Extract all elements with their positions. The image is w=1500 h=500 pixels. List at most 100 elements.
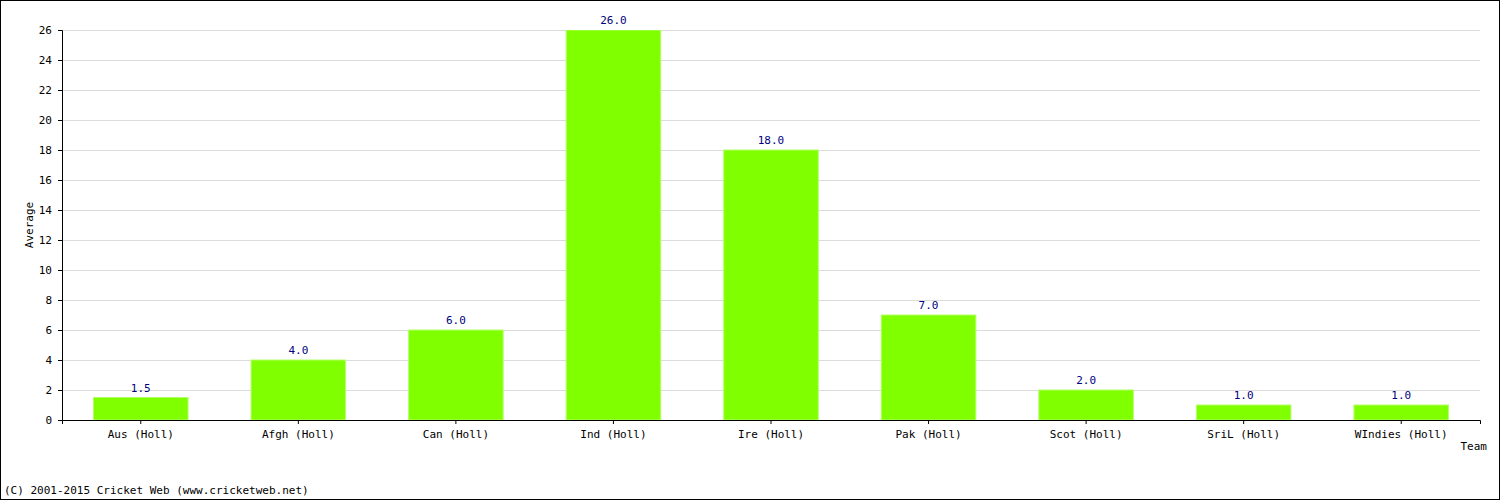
x-tick: Can (Holl) [423,420,489,441]
y-tick-label: 6 [45,324,52,337]
annotation: (C) 2001-2015 Cricket Web (www.cricketwe… [4,484,309,497]
y-axis: 02468101214161820222426 [39,24,63,427]
bars [94,30,1449,420]
x-tick-label: SriL (Holl) [1207,428,1280,441]
y-tick: 20 [39,114,62,127]
x-axis: Aus (Holl) Afgh (Holl) Can (Holl) Ind (Holl… [63,420,1481,441]
data-label: 2.0 [1076,374,1096,387]
x-tick-mark [455,420,456,424]
y-tick: 16 [39,174,62,187]
x-tick-mark [1243,420,1244,424]
x-tick-mark [928,420,929,424]
y-tick-label: 0 [45,414,52,427]
data-label: 6.0 [446,314,466,327]
y-tick-mark [58,300,62,301]
y-tick: 10 [39,264,62,277]
y-tick: 24 [39,54,62,67]
y-tick-label: 8 [45,294,52,307]
bar [1196,405,1291,420]
x-tick-label: Pak (Holl) [895,428,961,441]
x-tick-label: Ire (Holl) [738,428,804,441]
y-tick: 18 [39,144,62,157]
data-label: 18.0 [758,134,785,147]
y-tick: 14 [39,204,62,217]
x-tick-mark [298,420,299,424]
grid-line [62,120,1480,121]
grid-line [62,30,1480,31]
y-tick: 6 [45,324,62,337]
y-tick: 22 [39,84,62,97]
data-label: 7.0 [919,299,939,312]
x-tick-mark [613,420,614,424]
x-tick: Ind (Holl) [580,420,646,441]
annotations: (C) 2001-2015 Cricket Web (www.cricketwe… [4,484,309,497]
y-tick-mark [58,240,62,241]
y-tick-label: 16 [39,174,52,187]
y-tick-label: 22 [39,84,52,97]
bar [251,360,346,420]
y-tick-label: 14 [39,204,53,217]
bar [409,330,504,420]
y-tick-label: 12 [39,234,52,247]
x-axis-line [63,421,1481,425]
x-tick-label: Aus (Holl) [108,428,174,441]
bar [881,315,976,420]
x-tick-mark [1086,420,1087,424]
y-tick-mark [58,60,62,61]
x-tick: Pak (Holl) [895,420,961,441]
chart: 1.54.06.026.018.07.02.01.01.002468101214… [0,0,1500,500]
data-labels: 1.5 4.0 6.0 26.0 18.0 7.0 2.0 1.0 1.0 [131,14,1411,402]
y-axis-line [58,31,63,421]
bar [94,398,189,421]
y-tick-label: 24 [39,54,53,67]
x-tick-mark [140,420,141,424]
bar [1039,390,1134,420]
y-tick-label: 20 [39,114,52,127]
bar [724,150,819,420]
y-tick-mark [58,210,62,211]
frame [1,1,1500,500]
grid-line [62,60,1480,61]
x-tick-mark [1401,420,1402,424]
x-tick: Afgh (Holl) [262,420,335,441]
grid-line [62,90,1480,91]
y-tick-mark [58,180,62,181]
x-tick-label: Scot (Holl) [1050,428,1123,441]
x-tick-label: Ind (Holl) [580,428,646,441]
data-label: 4.0 [288,344,308,357]
y-tick: 4 [45,354,62,367]
x-tick-label: Can (Holl) [423,428,489,441]
y-tick-label: 18 [39,144,52,157]
x-tick: Aus (Holl) [108,420,174,441]
y-axis-title: Average [23,202,36,248]
y-tick-label: 2 [45,384,52,397]
y-tick-mark [58,120,62,121]
data-label: 26.0 [600,14,627,27]
y-tick-mark [58,420,62,421]
y-tick-label: 4 [45,354,52,367]
y-tick-mark [58,270,62,271]
y-tick-mark [58,360,62,361]
x-tick-mark [771,420,772,424]
x-tick: Scot (Holl) [1050,420,1123,441]
bar [1354,405,1449,420]
y-tick-label: 26 [39,24,52,37]
y-tick: 8 [45,294,62,307]
x-tick: Ire (Holl) [738,420,804,441]
y-tick-mark [58,330,62,331]
y-tick-mark [58,150,62,151]
grid [62,31,1480,421]
y-tick-mark [58,30,62,31]
x-tick-label: WIndies (Holl) [1355,428,1448,441]
y-tick-label: 10 [39,264,52,277]
y-tick: 0 [45,414,62,427]
data-label: 1.5 [131,382,151,395]
y-tick-mark [58,90,62,91]
data-label: 1.0 [1391,389,1411,402]
y-tick: 26 [39,24,62,37]
y-tick: 2 [45,384,62,397]
x-tick: SriL (Holl) [1207,420,1280,441]
data-label: 1.0 [1234,389,1254,402]
x-axis-title: Team [1461,440,1488,453]
y-tick-mark [58,390,62,391]
